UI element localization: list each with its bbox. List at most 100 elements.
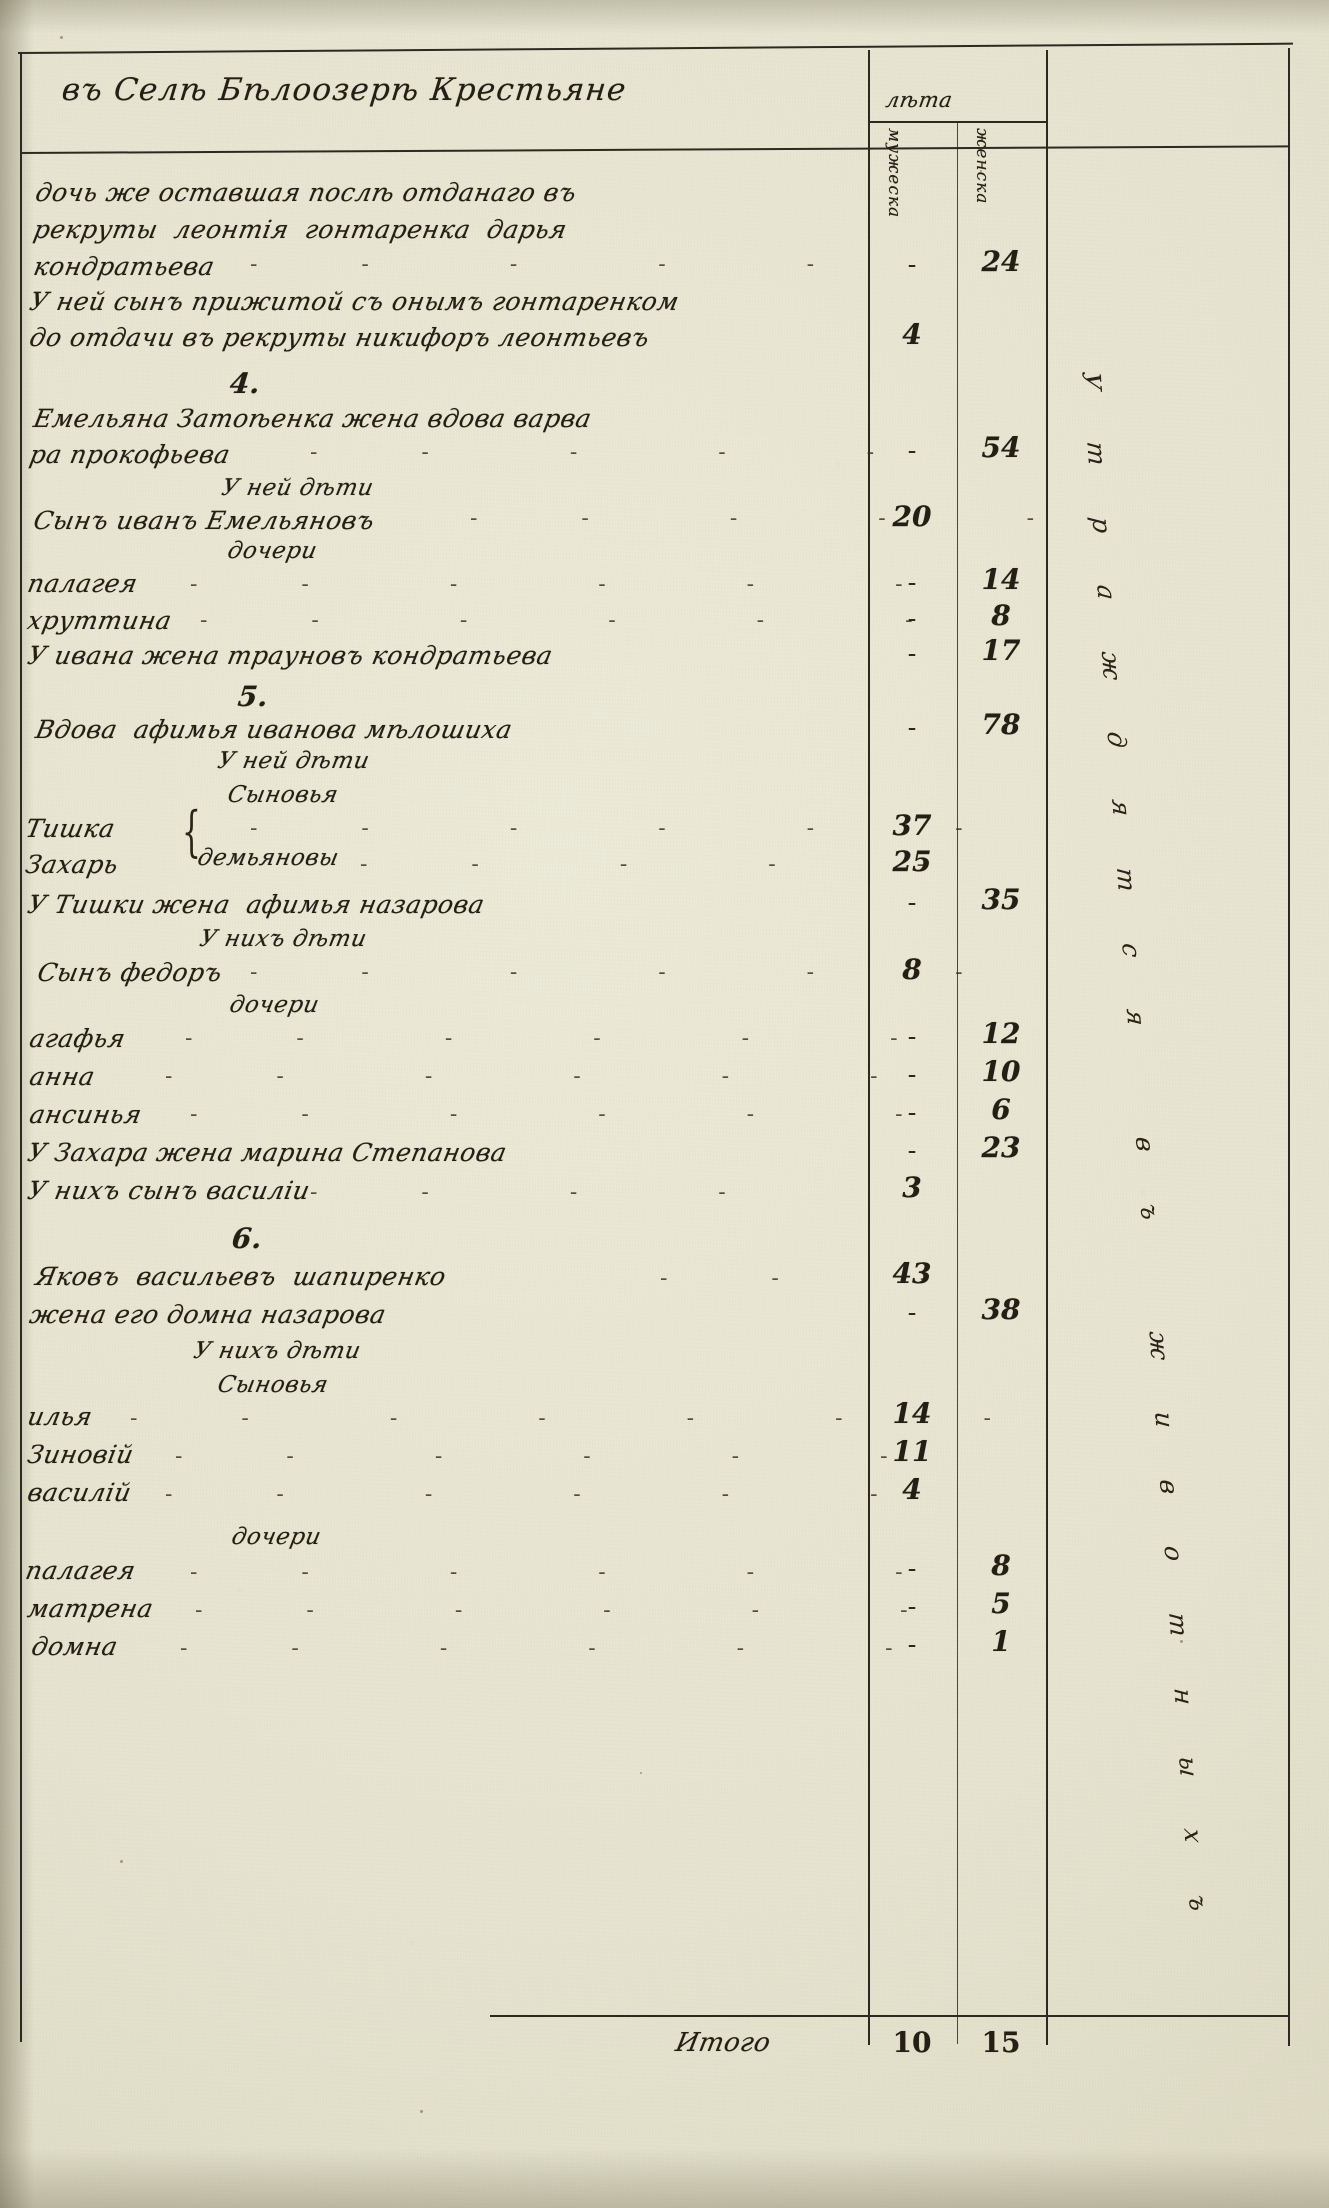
row-subheading: дочери <box>225 538 320 564</box>
column-group-header: лѣта <box>884 88 955 112</box>
row-text: палагея <box>25 569 141 598</box>
row-text: Емельяна Затоѣенка жена вдова варва <box>31 404 595 433</box>
row-text: У ивана жена трауновъ кондратьева <box>25 641 556 670</box>
page-shadow-top <box>0 0 1329 34</box>
row-text: Зиновiй <box>25 1440 137 1469</box>
section-number: 5. <box>236 680 270 713</box>
cell-male: - <box>907 1098 917 1128</box>
cell-male: - <box>907 1630 917 1660</box>
cell-female: 1 <box>991 1625 1011 1658</box>
row-text: хруттина <box>25 606 175 635</box>
row-subheading: У ней дѣти <box>219 475 376 501</box>
cell-female: 14 <box>981 563 1021 596</box>
leader-dashes: - - - - - - <box>190 572 933 597</box>
row-text: палагея <box>23 1556 139 1585</box>
page-title: въ Селѣ Бѣлоозерѣ Крестьяне <box>60 72 629 108</box>
leader-dashes: - - - - - - <box>200 608 943 633</box>
total-male: 10 <box>892 2026 932 2059</box>
leader-dashes: - - - - - - <box>190 1102 933 1127</box>
row-text: анна <box>27 1062 98 1091</box>
row-subheading: дочери <box>227 992 322 1018</box>
header-group-underline <box>868 121 1048 123</box>
cell-male: - <box>907 1022 917 1052</box>
row-text: У Захара жена марина Степанова <box>25 1138 510 1167</box>
table-right-border <box>1288 48 1290 2046</box>
row-subheading: У ней дѣти <box>215 748 372 774</box>
leader-dashes: - - - - - - <box>175 1444 918 1469</box>
row-text: Сынъ иванъ Емельяновъ <box>31 506 378 535</box>
page-shadow-bottom <box>0 2148 1329 2208</box>
section-number: 6. <box>230 1222 264 1255</box>
cell-male: 4 <box>902 318 922 351</box>
row-subheading: У нихъ дѣти <box>191 1338 364 1364</box>
cell-male: - <box>907 713 917 743</box>
page-title-text: въ Селѣ Бѣлоозерѣ Крестьяне <box>60 72 629 108</box>
cell-female: 38 <box>981 1293 1021 1326</box>
row-text: У Тишки жена афимья назарова <box>25 890 488 919</box>
leader-dashes: - - - - - - <box>165 1482 908 1507</box>
cell-female: 8 <box>991 1549 1011 1582</box>
cell-male: - <box>907 436 917 466</box>
cell-male: 20 <box>892 500 932 533</box>
leader-dashes: - - - - - - - <box>130 1406 1021 1431</box>
row-text: ансинья <box>27 1100 145 1129</box>
page-shadow-left <box>0 0 34 2208</box>
leader-dashes: - - - <box>660 1266 958 1291</box>
row-text: агафья <box>27 1024 129 1053</box>
row-text: жена его домна назарова <box>27 1300 389 1329</box>
leader-dashes: - - - - - <box>360 852 955 877</box>
paper-speck <box>60 36 63 39</box>
table-left-border <box>20 52 22 2042</box>
cell-female: 54 <box>981 431 1021 464</box>
paper-speck <box>640 1772 642 1774</box>
row-text: У ней сынъ прижитой съ онымъ гонтаренком <box>27 287 682 316</box>
leader-dashes: - - - - - - <box>180 1636 923 1661</box>
cell-male: 25 <box>892 845 932 878</box>
row-text: Тишка <box>23 814 118 843</box>
cell-male: 4 <box>902 1473 922 1506</box>
brace-bracket: { <box>182 800 201 863</box>
total-row-rule <box>490 2015 1288 2017</box>
cell-female: 5 <box>991 1587 1011 1620</box>
cell-male: - <box>907 1554 917 1584</box>
leader-dashes: - - - - <box>310 1180 756 1205</box>
row-text: У нихъ сынъ василiи <box>25 1176 313 1205</box>
cell-female: 78 <box>981 708 1021 741</box>
paper-speck <box>420 2110 423 2113</box>
column-divider-male-female <box>957 122 958 2044</box>
row-text: Яковъ васильевъ шапиренко <box>33 1262 449 1291</box>
cell-female: 6 <box>991 1093 1011 1126</box>
row-text: илья <box>25 1402 96 1431</box>
column-divider-text-male <box>868 50 870 2045</box>
row-text: Сынъ федоръ <box>35 958 225 987</box>
row-subheading: У нихъ дѣти <box>197 926 370 952</box>
cell-female: 17 <box>981 634 1021 667</box>
leader-dashes: - - - - - - <box>195 1598 938 1623</box>
paper-speck <box>1180 1640 1183 1643</box>
total-label: Итого <box>673 2028 774 2058</box>
row-text: домна <box>29 1632 121 1661</box>
cell-male: 3 <box>902 1171 922 1204</box>
cell-male: - <box>907 1136 917 1166</box>
cell-male: - <box>907 568 917 598</box>
leader-dashes: - - - - - - <box>165 1064 908 1089</box>
row-subheading: Сыновья <box>225 782 341 808</box>
cell-male: - <box>907 1592 917 1622</box>
cell-male: - <box>907 604 917 634</box>
leader-dashes: - - - - - - <box>185 1026 928 1051</box>
row-text: матрена <box>25 1594 156 1623</box>
brace-note: демьяновы <box>195 845 342 871</box>
row-text: Вдова афимья иванова мѣлошиха <box>33 715 515 744</box>
cell-female: 10 <box>981 1055 1021 1088</box>
cell-female: 24 <box>981 245 1021 278</box>
cell-male: - <box>907 1298 917 1328</box>
leader-dashes: - - - - - - <box>250 816 993 841</box>
row-text: Захарь <box>23 850 121 879</box>
column-divider-female-margin <box>1046 50 1048 2045</box>
cell-male: - <box>907 1060 917 1090</box>
column-header-male: мужеска <box>884 128 904 219</box>
cell-male: 8 <box>902 953 922 986</box>
column-header-female: женска <box>972 128 992 205</box>
